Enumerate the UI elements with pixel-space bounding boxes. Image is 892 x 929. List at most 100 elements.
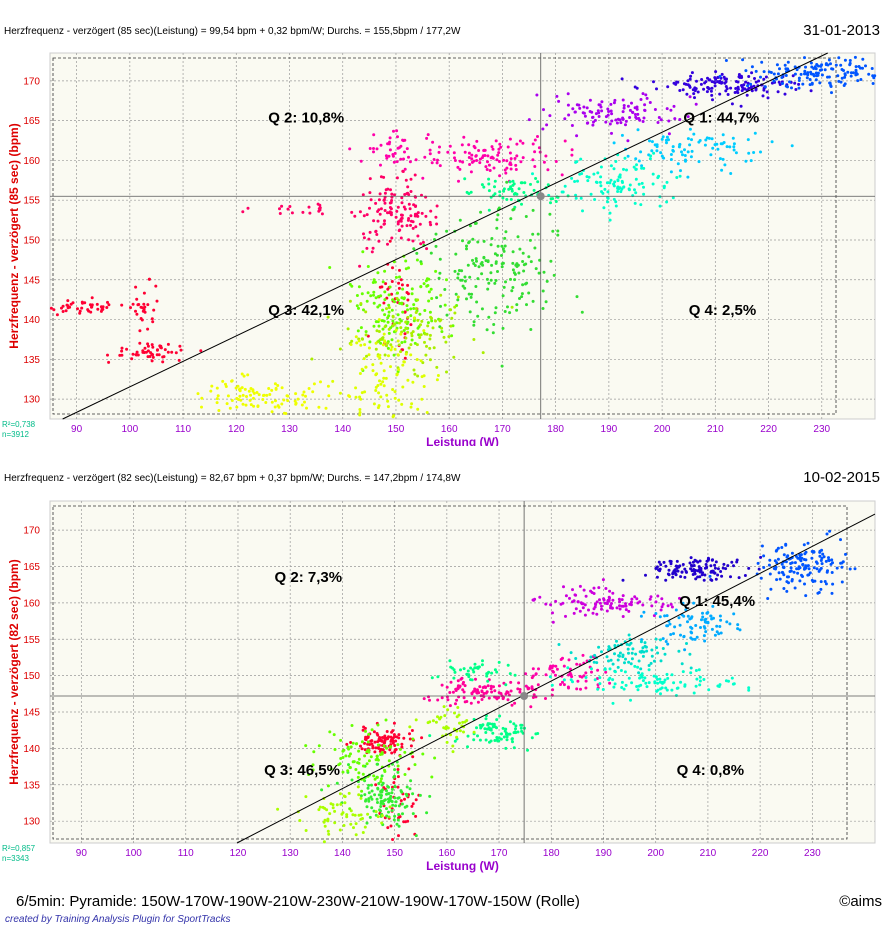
data-point xyxy=(463,720,467,724)
data-point xyxy=(465,244,468,248)
data-point xyxy=(351,741,355,745)
data-point xyxy=(304,394,307,398)
data-point xyxy=(452,151,456,155)
data-point xyxy=(836,74,840,78)
data-point xyxy=(689,671,693,675)
data-point xyxy=(475,726,478,730)
data-point xyxy=(462,667,466,671)
data-point xyxy=(615,121,619,125)
data-point xyxy=(516,687,520,691)
data-point xyxy=(135,297,139,301)
data-point xyxy=(762,70,766,74)
data-point xyxy=(754,80,758,84)
y-tick-label: 130 xyxy=(23,817,40,828)
data-point xyxy=(360,367,364,371)
data-point xyxy=(138,329,142,333)
data-point xyxy=(347,791,351,795)
data-point xyxy=(667,573,671,577)
data-point xyxy=(262,393,266,397)
data-point xyxy=(661,647,665,650)
data-point xyxy=(694,684,698,688)
data-point xyxy=(848,63,852,67)
data-point xyxy=(139,317,143,320)
data-point xyxy=(692,691,696,695)
data-point xyxy=(830,558,834,562)
data-point xyxy=(386,399,390,403)
data-point xyxy=(489,243,493,247)
data-point xyxy=(443,303,447,307)
data-point xyxy=(801,563,805,567)
data-point xyxy=(361,831,365,834)
data-point xyxy=(683,567,687,571)
data-point xyxy=(636,112,640,116)
data-point xyxy=(465,247,468,251)
data-point xyxy=(358,264,362,268)
quadrant-label: Q 4: 0,8% xyxy=(677,762,745,779)
data-point xyxy=(728,145,732,149)
data-point xyxy=(362,725,366,729)
data-point xyxy=(402,157,405,161)
data-point xyxy=(688,77,692,81)
data-point xyxy=(619,669,623,672)
data-point xyxy=(509,277,512,281)
data-point xyxy=(537,271,541,275)
data-point xyxy=(432,346,436,350)
data-point xyxy=(457,179,460,183)
data-point xyxy=(652,80,655,84)
data-point xyxy=(721,133,725,137)
data-point xyxy=(702,678,706,681)
data-point xyxy=(357,813,361,817)
data-point xyxy=(549,259,553,263)
data-point xyxy=(725,145,729,149)
data-point xyxy=(703,639,707,643)
data-point xyxy=(386,316,390,320)
data-point xyxy=(797,79,801,82)
data-point xyxy=(556,233,560,237)
data-point xyxy=(705,90,709,94)
data-point xyxy=(618,186,622,190)
data-point xyxy=(174,351,178,355)
data-point xyxy=(366,334,370,338)
data-point xyxy=(462,730,465,734)
data-point xyxy=(664,564,668,568)
data-point xyxy=(335,781,339,785)
data-point xyxy=(631,111,635,114)
x-tick-label: 190 xyxy=(601,424,618,435)
data-point xyxy=(479,262,483,266)
data-point xyxy=(760,60,764,64)
data-point xyxy=(470,692,474,696)
data-point xyxy=(435,161,439,165)
data-point xyxy=(240,372,244,376)
data-point xyxy=(372,147,375,150)
data-point xyxy=(417,333,421,337)
data-point xyxy=(162,355,166,359)
data-point xyxy=(371,369,375,373)
data-point xyxy=(600,604,603,608)
data-point xyxy=(482,692,486,695)
data-point xyxy=(612,101,616,105)
data-point xyxy=(819,587,823,591)
data-point xyxy=(366,786,370,790)
data-point xyxy=(723,81,727,85)
data-point xyxy=(481,723,485,727)
data-point xyxy=(567,113,571,117)
data-point xyxy=(620,680,624,684)
data-point xyxy=(392,721,396,725)
data-point xyxy=(643,676,647,680)
data-point xyxy=(455,698,459,702)
data-point xyxy=(420,397,424,401)
data-point xyxy=(803,69,807,73)
data-point xyxy=(440,696,444,700)
data-point xyxy=(409,190,413,193)
data-point xyxy=(414,225,418,229)
data-point xyxy=(634,157,638,161)
data-point xyxy=(667,568,671,572)
chart-header-2: Herzfrequenz - verzögert (82 sec)(Leistu… xyxy=(0,469,892,489)
data-point xyxy=(652,614,656,618)
data-point xyxy=(812,550,816,554)
data-point xyxy=(679,633,682,637)
data-point xyxy=(620,179,624,183)
data-point xyxy=(367,353,371,357)
data-point xyxy=(393,774,396,778)
data-point xyxy=(542,108,545,112)
